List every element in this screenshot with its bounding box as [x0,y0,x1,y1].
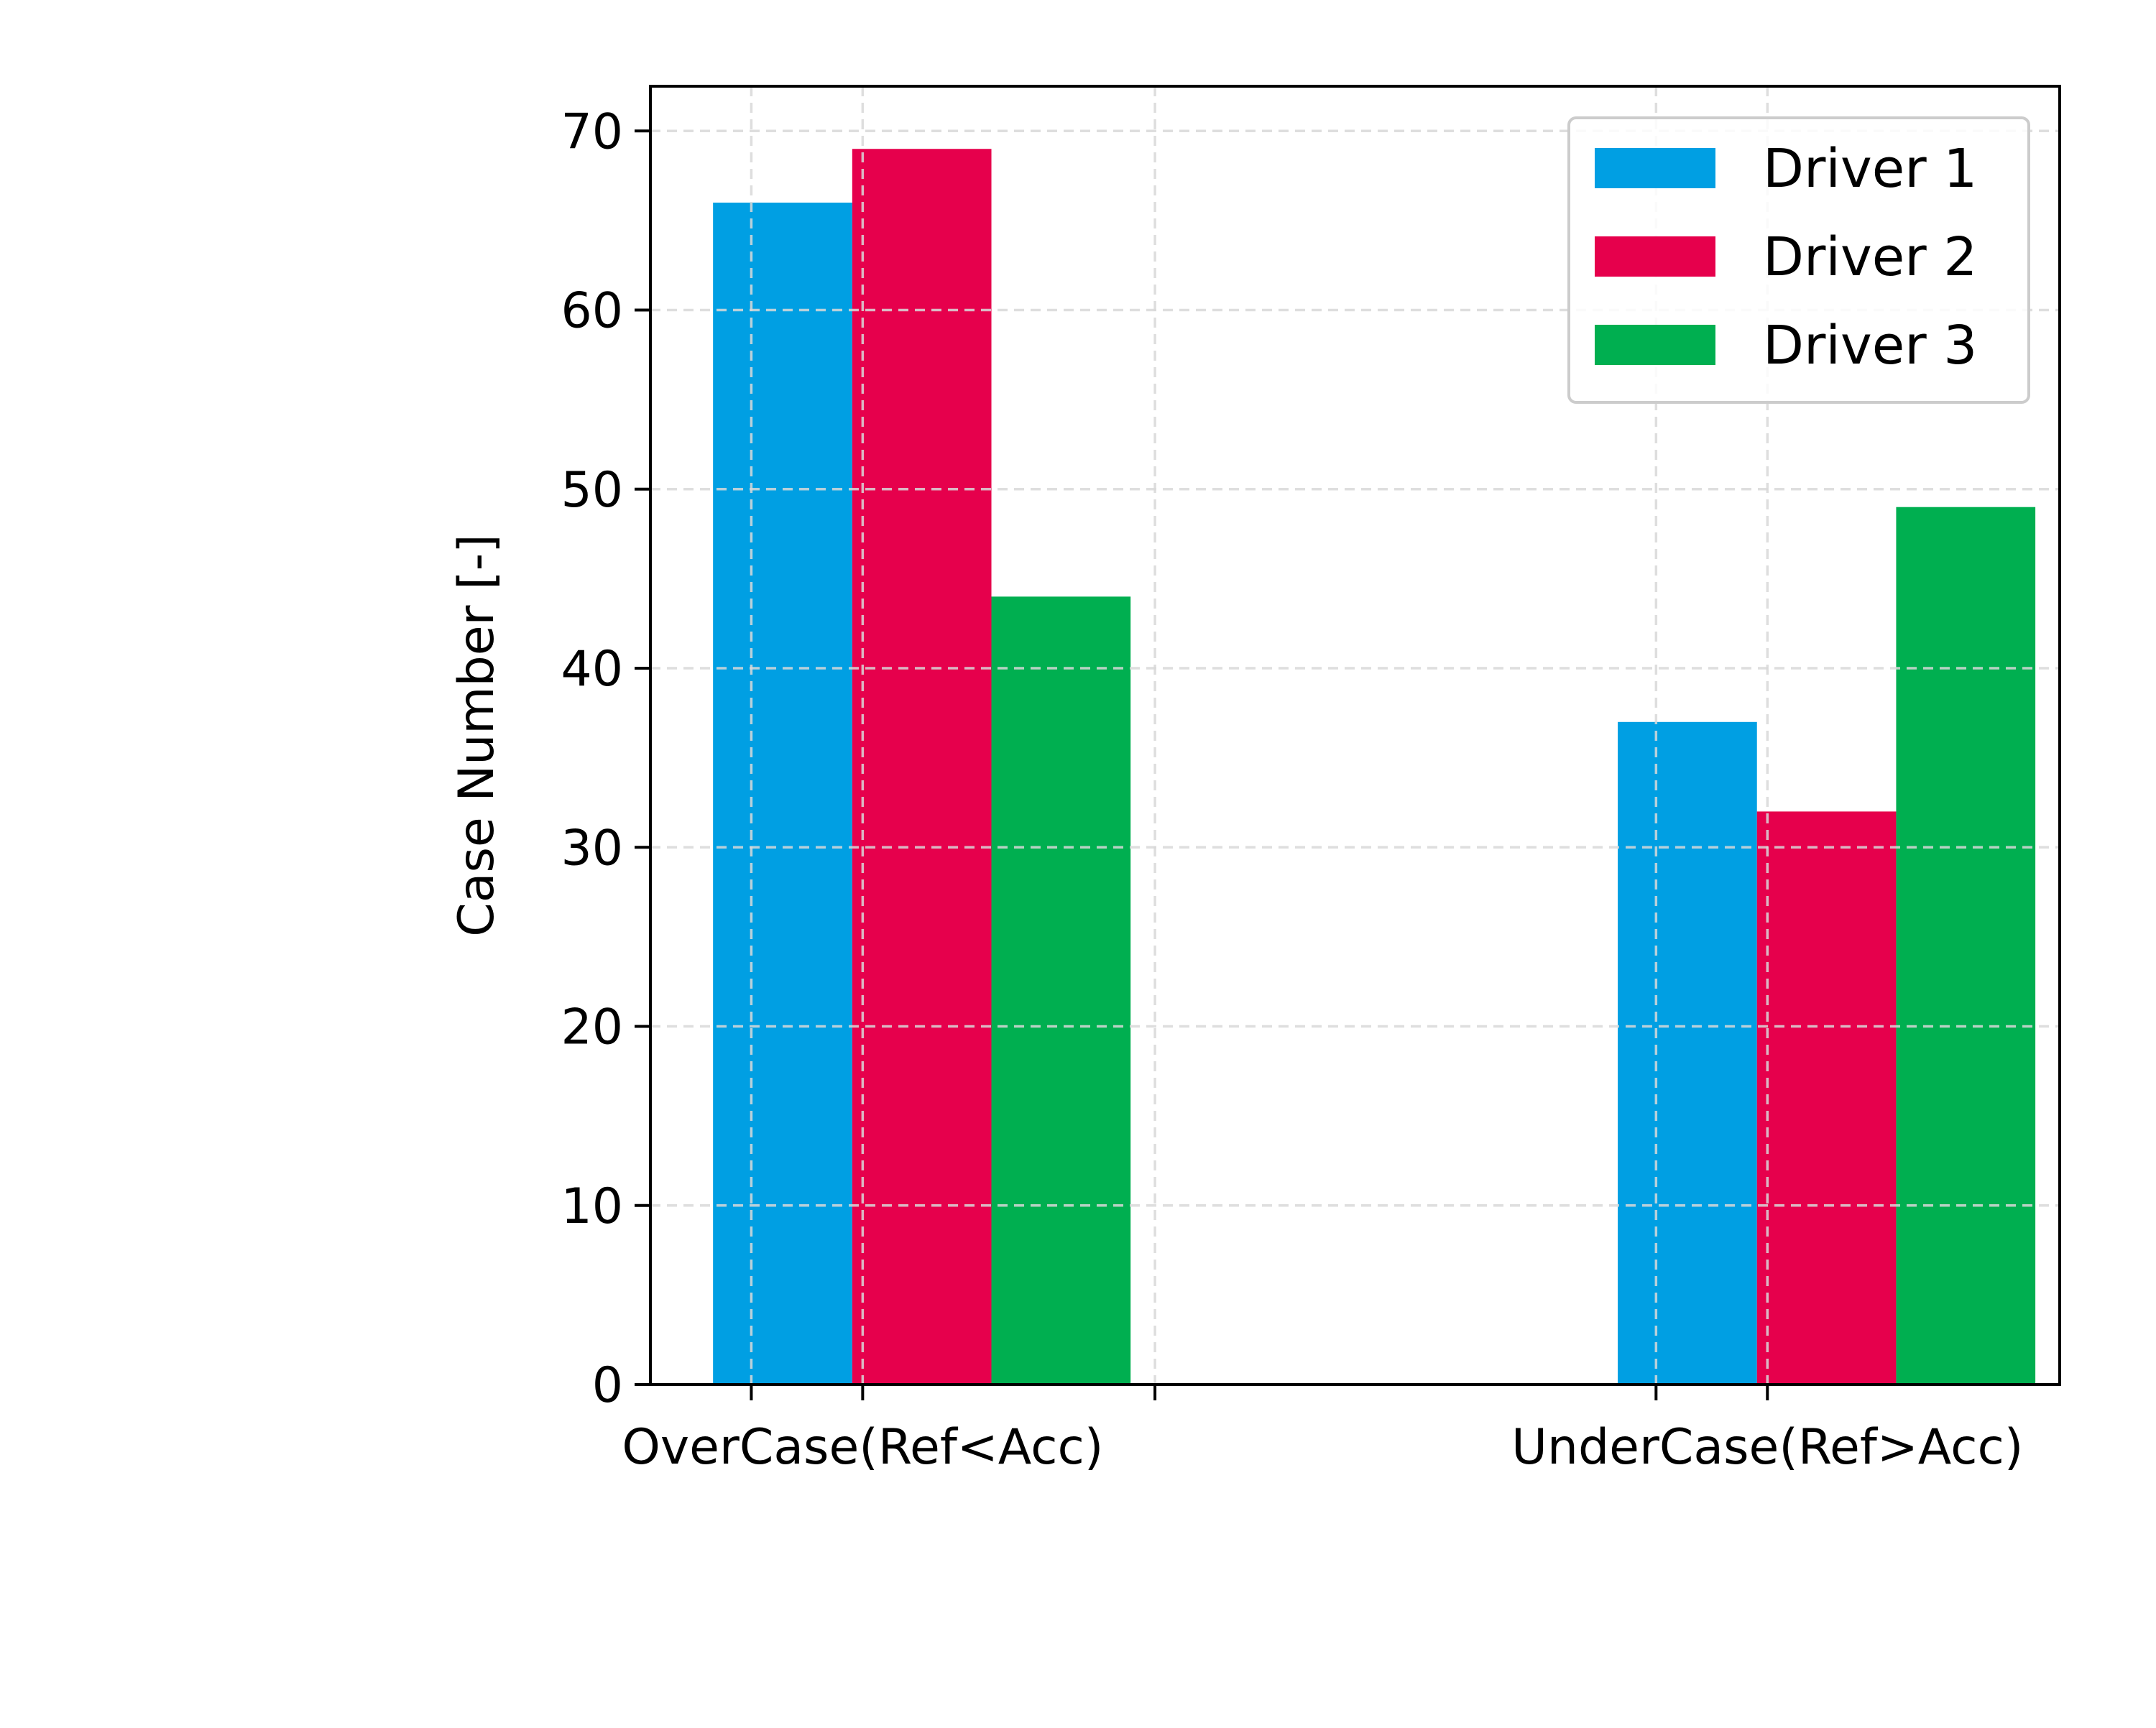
axes-layer: 0 10 20 30 40 50 60 70 OverCase(Ref<Acc) UnderCas… [561,85,2061,1476]
y-tick-label: 20 [561,999,623,1056]
bar-driver-3-group-2 [1896,507,2036,1385]
y-tick-label: 0 [592,1357,623,1414]
legend-swatch-2 [1595,236,1715,277]
legend-label-2: Driver 2 [1763,226,1977,288]
x-tick-label: UnderCase(Ref>Acc) [1511,1419,2023,1476]
legend-swatch-3 [1595,325,1715,365]
y-tick-label: 50 [561,462,623,519]
legend-swatch-1 [1595,148,1715,188]
bar-driver-1-group-1 [713,203,852,1385]
y-axis-label: Case Number [-] [448,534,505,936]
plot-frame [649,85,2061,1386]
bar-driver-2-group-1 [852,149,992,1385]
x-tick-label: OverCase(Ref<Acc) [622,1419,1103,1476]
y-tick-label: 40 [561,641,623,698]
legend: Driver 1 Driver 2 Driver 3 [1567,116,2030,404]
bar-driver-2-group-2 [1756,811,1897,1385]
y-tick-label: 60 [561,283,623,340]
bar-driver-3-group-1 [991,596,1131,1385]
bars-layer [713,149,2036,1385]
bar-driver-1-group-2 [1618,721,1757,1385]
legend-label-3: Driver 3 [1763,315,1977,376]
y-tick-label: 70 [561,103,623,160]
y-tick-label: 10 [561,1178,623,1235]
legend-label-1: Driver 1 [1763,138,1977,200]
y-tick-label: 30 [561,820,623,877]
